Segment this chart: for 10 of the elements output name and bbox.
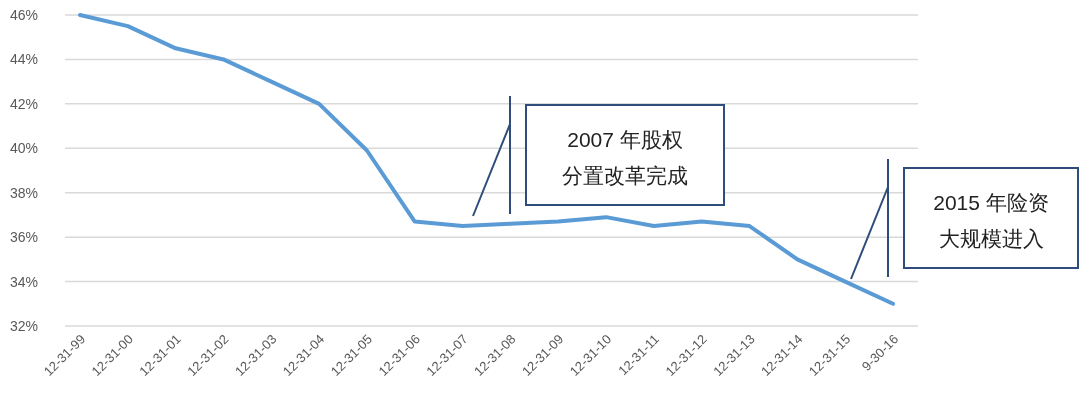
- y-tick-label: 32%: [9, 318, 38, 334]
- y-tick-label: 36%: [9, 229, 38, 246]
- y-tick-label: 44%: [9, 51, 38, 68]
- y-tick-label: 40%: [9, 140, 38, 157]
- y-tick-label: 38%: [9, 184, 38, 201]
- y-tick-label: 34%: [9, 273, 38, 290]
- annotation: 2007 年股权分置改革完成: [562, 128, 688, 187]
- y-tick-label: 42%: [9, 95, 38, 112]
- line-series: [78, 13, 895, 306]
- y-tick-label: 46%: [9, 7, 38, 23]
